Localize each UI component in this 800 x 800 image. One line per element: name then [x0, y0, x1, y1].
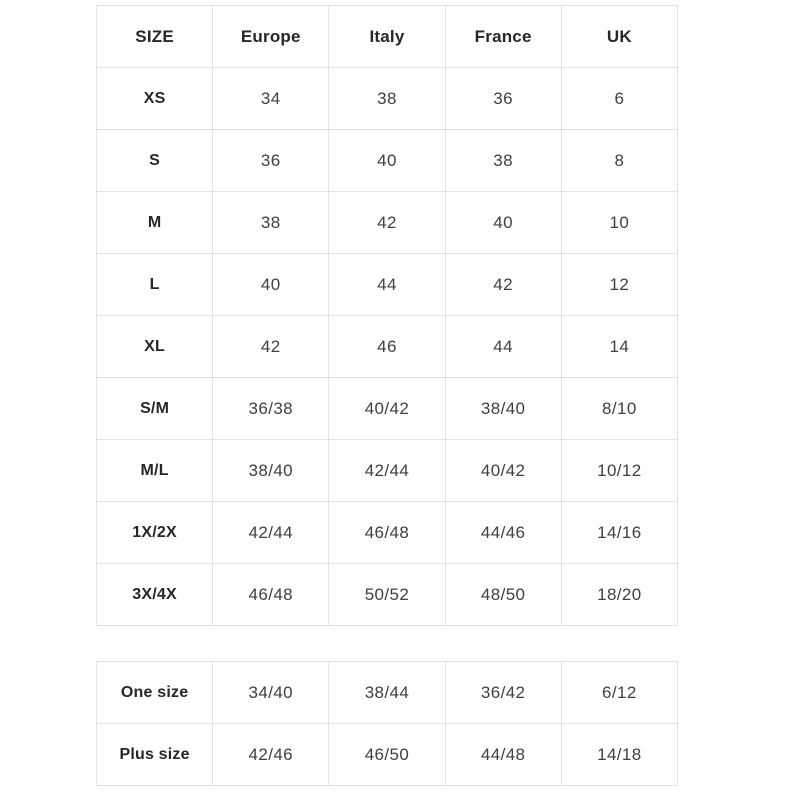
- size-value-cell: 40/42: [444, 439, 562, 502]
- row-label-cell: S: [95, 129, 214, 192]
- size-value-cell: 34: [212, 67, 330, 130]
- size-table-header: SIZE Europe Italy France UK: [95, 5, 679, 68]
- table-row: 1X/2X 42/44 46/48 44/46 14/16: [95, 501, 679, 564]
- table-row: S 36 40 38 8: [95, 129, 679, 192]
- row-label-cell: Plus size: [95, 723, 214, 786]
- size-value-cell: 46/48: [328, 501, 446, 564]
- column-header: SIZE: [95, 5, 214, 68]
- size-value-cell: 38/40: [212, 439, 330, 502]
- size-value-cell: 46/50: [328, 723, 446, 786]
- table-row: S/M 36/38 40/42 38/40 8/10: [95, 377, 679, 440]
- size-value-cell: 42/44: [328, 439, 446, 502]
- size-value-cell: 44: [444, 315, 562, 378]
- size-value-cell: 40/42: [328, 377, 446, 440]
- row-label-cell: S/M: [95, 377, 214, 440]
- size-value-cell: 50/52: [328, 563, 446, 626]
- size-conversion-table: SIZE Europe Italy France UK XS 34 38 36 6 S 36 40 38…: [95, 5, 679, 626]
- size-value-cell: 6: [560, 67, 679, 130]
- size-value-cell: 38: [328, 67, 446, 130]
- row-label-cell: XS: [95, 67, 214, 130]
- size-table-body: XS 34 38 36 6 S 36 40 38 8 M 38 42 40 10 L 40 44 42 12 XL 42 4…: [95, 67, 679, 626]
- column-header: Italy: [328, 5, 446, 68]
- size-value-cell: 38/40: [444, 377, 562, 440]
- special-table-body: One size 34/40 38/44 36/42 6/12 Plus size 42/4…: [95, 661, 679, 786]
- table-row: XL 42 46 44 14: [95, 315, 679, 378]
- table-row: XS 34 38 36 6: [95, 67, 679, 130]
- size-value-cell: 48/50: [444, 563, 562, 626]
- size-value-cell: 36/38: [212, 377, 330, 440]
- size-value-cell: 8: [560, 129, 679, 192]
- size-value-cell: 42: [444, 253, 562, 316]
- size-value-cell: 40: [212, 253, 330, 316]
- row-label-cell: M: [95, 191, 214, 254]
- size-value-cell: 42: [328, 191, 446, 254]
- size-value-cell: 40: [328, 129, 446, 192]
- row-label-cell: One size: [95, 661, 214, 724]
- size-value-cell: 44/46: [444, 501, 562, 564]
- size-value-cell: 46: [328, 315, 446, 378]
- size-value-cell: 38: [444, 129, 562, 192]
- size-value-cell: 42/46: [212, 723, 330, 786]
- column-header: France: [444, 5, 562, 68]
- size-value-cell: 10/12: [560, 439, 679, 502]
- size-value-cell: 10: [560, 191, 679, 254]
- size-value-cell: 12: [560, 253, 679, 316]
- size-value-cell: 8/10: [560, 377, 679, 440]
- table-row: 3X/4X 46/48 50/52 48/50 18/20: [95, 563, 679, 626]
- size-value-cell: 18/20: [560, 563, 679, 626]
- size-value-cell: 14/18: [560, 723, 679, 786]
- size-value-cell: 36: [444, 67, 562, 130]
- row-label-cell: 3X/4X: [95, 563, 214, 626]
- special-sizes-table: One size 34/40 38/44 36/42 6/12 Plus size 42/4…: [95, 661, 679, 786]
- size-value-cell: 46/48: [212, 563, 330, 626]
- column-header: UK: [560, 5, 679, 68]
- size-value-cell: 34/40: [212, 661, 330, 724]
- size-value-cell: 36/42: [444, 661, 562, 724]
- size-value-cell: 38: [212, 191, 330, 254]
- table-row: M 38 42 40 10: [95, 191, 679, 254]
- size-value-cell: 44/48: [444, 723, 562, 786]
- table-row: One size 34/40 38/44 36/42 6/12: [95, 661, 679, 724]
- table-row: M/L 38/40 42/44 40/42 10/12: [95, 439, 679, 502]
- size-value-cell: 6/12: [560, 661, 679, 724]
- size-value-cell: 42/44: [212, 501, 330, 564]
- size-value-cell: 44: [328, 253, 446, 316]
- row-label-cell: XL: [95, 315, 214, 378]
- table-row: L 40 44 42 12: [95, 253, 679, 316]
- size-value-cell: 42: [212, 315, 330, 378]
- table-row: Plus size 42/46 46/50 44/48 14/18: [95, 723, 679, 786]
- size-value-cell: 40: [444, 191, 562, 254]
- row-label-cell: L: [95, 253, 214, 316]
- column-header: Europe: [212, 5, 330, 68]
- size-value-cell: 14: [560, 315, 679, 378]
- row-label-cell: M/L: [95, 439, 214, 502]
- header-row: SIZE Europe Italy France UK: [95, 5, 679, 68]
- size-value-cell: 38/44: [328, 661, 446, 724]
- row-label-cell: 1X/2X: [95, 501, 214, 564]
- size-value-cell: 36: [212, 129, 330, 192]
- size-value-cell: 14/16: [560, 501, 679, 564]
